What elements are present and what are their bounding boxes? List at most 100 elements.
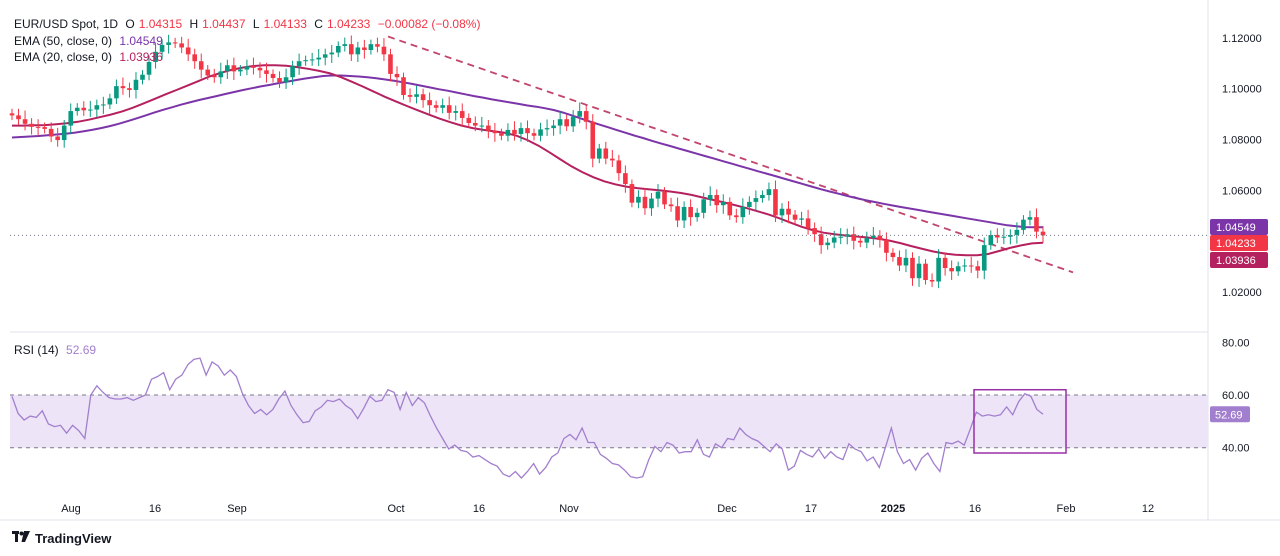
rsi-tick-label: 40.00 xyxy=(1222,443,1250,455)
price-tick-label: 1.10000 xyxy=(1222,84,1262,96)
candle-body xyxy=(277,78,282,83)
rsi-value-tag: 52.69 xyxy=(1210,406,1250,423)
legend-ema20-row[interactable]: EMA (20, close, 0) 1.03936 xyxy=(14,49,167,65)
price-tags: 1.04549 1.04233 1.03936 xyxy=(1210,219,1268,268)
symbol-label[interactable]: EUR/USD Spot, 1D xyxy=(14,17,119,31)
candle-body xyxy=(140,74,145,80)
candle-body xyxy=(577,111,583,117)
candle-body xyxy=(668,204,674,207)
candle-body xyxy=(290,66,295,78)
price-tag-label: 1.04549 xyxy=(1216,222,1256,234)
candle-body xyxy=(871,235,876,239)
candle-body xyxy=(185,47,191,55)
time-tick-label: 17 xyxy=(805,503,817,515)
candle-body xyxy=(1027,217,1033,220)
open-value: 1.04315 xyxy=(138,17,183,31)
candle-body xyxy=(166,42,171,45)
candle-body xyxy=(825,242,830,246)
legend-ema50-row[interactable]: EMA (50, close, 0) 1.04549 xyxy=(14,33,167,49)
candle-body xyxy=(603,148,609,159)
candle-body xyxy=(988,234,994,246)
downtrend-line xyxy=(387,35,1074,274)
candle-body xyxy=(479,125,485,127)
candle-body xyxy=(342,44,348,46)
candle-body xyxy=(564,119,569,127)
candle-body xyxy=(264,70,269,74)
rsi-pane[interactable]: 80.00 60.00 40.00 52.69 xyxy=(10,337,1250,479)
ema50-group xyxy=(11,74,1043,229)
candle-body xyxy=(583,111,589,122)
time-tick-label: Dec xyxy=(717,503,737,515)
candle-body xyxy=(629,184,635,203)
price-tag-bg xyxy=(1210,235,1268,251)
candle-body xyxy=(433,105,439,108)
candle-body xyxy=(499,133,504,136)
candle-body xyxy=(740,206,746,218)
candle-body xyxy=(355,47,361,55)
price-tick-label: 1.06000 xyxy=(1222,185,1262,197)
candle-body xyxy=(459,111,465,118)
price-axis[interactable]: 1.12000 1.10000 1.08000 1.06000 1.02000 xyxy=(1222,33,1262,299)
time-tick-label: Aug xyxy=(61,503,81,515)
candle-body xyxy=(936,257,941,282)
candle-body xyxy=(786,208,791,215)
candle-body xyxy=(231,65,237,72)
candle-body xyxy=(309,59,315,61)
candle-body xyxy=(244,66,250,70)
rsi-highlight-box xyxy=(973,388,1067,454)
candle-body xyxy=(923,263,928,280)
candle-body xyxy=(851,234,857,241)
candle-body xyxy=(420,94,426,101)
candle-body xyxy=(779,208,785,216)
time-tick-label: 16 xyxy=(969,503,981,515)
candle-body xyxy=(831,237,837,243)
candle-body xyxy=(727,201,733,216)
candle-body xyxy=(492,130,498,134)
candle-body xyxy=(844,234,850,237)
candle-body xyxy=(864,238,870,243)
candle-body xyxy=(16,115,21,120)
candle-body xyxy=(720,201,726,206)
candle-body xyxy=(505,129,511,136)
high-value: 1.04437 xyxy=(202,17,246,31)
candle-body xyxy=(884,240,889,253)
rsi-line xyxy=(11,357,1044,479)
candle-body xyxy=(440,105,445,108)
candle-body xyxy=(74,107,80,112)
price-tag: 1.04233 xyxy=(1210,235,1268,251)
candle-body xyxy=(642,196,648,209)
candle-body xyxy=(472,123,478,126)
candle-body xyxy=(570,116,576,127)
candle-body xyxy=(22,119,28,124)
candle-body xyxy=(525,128,530,134)
candle-body xyxy=(916,263,922,279)
candle-body xyxy=(949,268,954,272)
candle-body xyxy=(1021,219,1026,230)
candle-body xyxy=(701,199,706,213)
candle-body xyxy=(407,95,413,97)
legend-symbol-row: EUR/USD Spot, 1D O 1.04315 H 1.04437 L 1.04… xyxy=(14,16,484,32)
candle-body xyxy=(531,133,537,136)
price-tick-label: 1.12000 xyxy=(1222,33,1262,45)
close-value: 1.04233 xyxy=(326,17,371,31)
time-axis[interactable]: Aug 16 Sep Oct 16 Nov Dec 17 2025 16 Feb 12 xyxy=(61,503,1154,515)
price-tag-bg xyxy=(1210,252,1268,268)
candle-body xyxy=(401,77,406,96)
candle-body xyxy=(812,228,817,235)
candles-group xyxy=(9,34,1046,289)
candle-body xyxy=(714,195,720,206)
candle-body xyxy=(681,206,687,221)
candle-body xyxy=(198,61,204,70)
candle-body xyxy=(238,69,243,72)
legend-rsi-row[interactable]: RSI (14) 52.69 xyxy=(14,342,100,358)
candle-body xyxy=(675,206,680,221)
time-tick-label: 2025 xyxy=(881,503,905,515)
candle-body xyxy=(192,54,198,62)
tradingview-footer[interactable]: TradingView xyxy=(12,531,111,546)
ema50-label: EMA (50, close, 0) xyxy=(14,34,113,48)
price-tag-label: 1.04233 xyxy=(1216,238,1256,250)
candle-body xyxy=(942,257,948,269)
candle-body xyxy=(981,245,987,271)
